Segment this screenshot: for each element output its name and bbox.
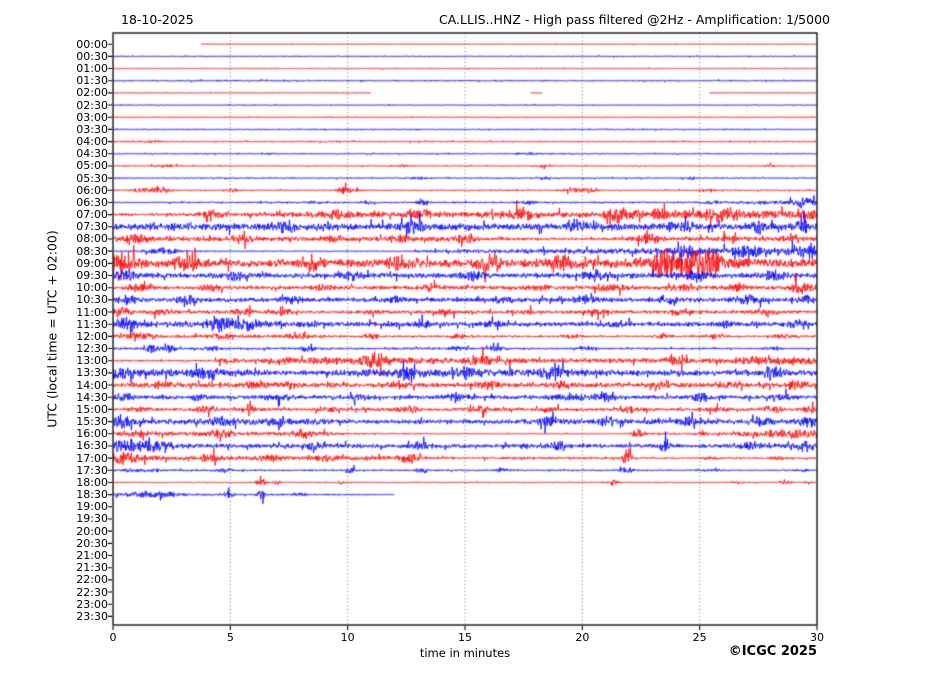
y-tick-label: 04:00 (76, 135, 108, 149)
y-tick-label: 14:00 (76, 378, 108, 392)
plot-title: CA.LLIS..HNZ - High pass filtered @2Hz -… (439, 12, 830, 27)
y-tick-label: 23:00 (76, 597, 108, 611)
date-label: 18-10-2025 (121, 12, 194, 27)
y-tick-label: 19:30 (76, 512, 108, 526)
y-tick-label: 17:00 (76, 451, 108, 465)
x-tick-label: 15 (458, 631, 472, 644)
y-tick-label: 15:00 (76, 402, 108, 416)
y-tick-label: 15:30 (76, 415, 108, 429)
y-tick-label: 03:30 (76, 122, 108, 136)
y-tick-label: 22:30 (76, 585, 108, 599)
y-tick-label: 13:30 (76, 366, 108, 380)
y-tick-label: 06:00 (76, 183, 108, 197)
x-tick-label: 30 (810, 631, 824, 644)
y-tick-label: 04:30 (76, 147, 108, 161)
y-tick-label: 05:00 (76, 159, 108, 173)
x-axis-label: time in minutes (419, 646, 511, 660)
copyright-label: ©ICGC 2025 (728, 644, 817, 659)
x-tick-label: 5 (226, 631, 234, 644)
y-tick-label: 02:30 (76, 98, 108, 112)
y-tick-label: 20:00 (76, 524, 108, 538)
y-tick-label: 07:30 (76, 220, 108, 234)
y-tick-label: 11:30 (76, 317, 108, 331)
y-tick-label: 10:30 (76, 293, 108, 307)
y-tick-label: 21:30 (76, 561, 108, 575)
y-tick-label: 16:30 (76, 439, 108, 453)
y-tick-label: 19:00 (76, 500, 108, 514)
y-tick-label: 21:00 (76, 549, 108, 562)
x-tick-label: 25 (692, 631, 707, 644)
y-tick-label: 20:30 (76, 536, 108, 550)
y-tick-label: 02:00 (76, 86, 108, 100)
y-tick-label: 22:00 (76, 573, 108, 587)
y-tick-label: 11:00 (76, 305, 108, 319)
y-tick-label: 01:30 (76, 74, 108, 88)
y-tick-label: 00:30 (76, 49, 108, 63)
y-tick-label: 14:30 (76, 390, 108, 404)
y-tick-label: 07:00 (76, 208, 108, 222)
y-tick-label: 18:00 (76, 475, 108, 489)
y-tick-label: 23:30 (76, 609, 108, 623)
y-tick-label: 08:30 (76, 244, 108, 258)
y-tick-label: 09:00 (76, 256, 108, 270)
y-tick-label: 17:30 (76, 463, 108, 477)
y-tick-label: 12:00 (76, 329, 108, 343)
y-tick-label: 00:00 (76, 37, 108, 51)
y-tick-label: 03:00 (76, 110, 108, 124)
y-tick-label: 01:00 (76, 62, 108, 76)
y-tick-label: 06:30 (76, 195, 108, 209)
y-tick-label: 16:00 (76, 427, 108, 441)
y-tick-label: 13:00 (76, 354, 108, 368)
y-tick-label: 10:00 (76, 281, 108, 295)
x-tick-label: 0 (109, 631, 117, 644)
y-tick-label: 05:30 (76, 171, 108, 185)
y-tick-label: 09:30 (76, 269, 108, 282)
y-tick-label: 08:00 (76, 232, 108, 246)
y-tick-label: 18:30 (76, 488, 108, 502)
x-tick-label: 10 (340, 631, 355, 644)
y-tick-label: 12:30 (76, 342, 108, 356)
x-tick-label: 20 (575, 631, 590, 644)
